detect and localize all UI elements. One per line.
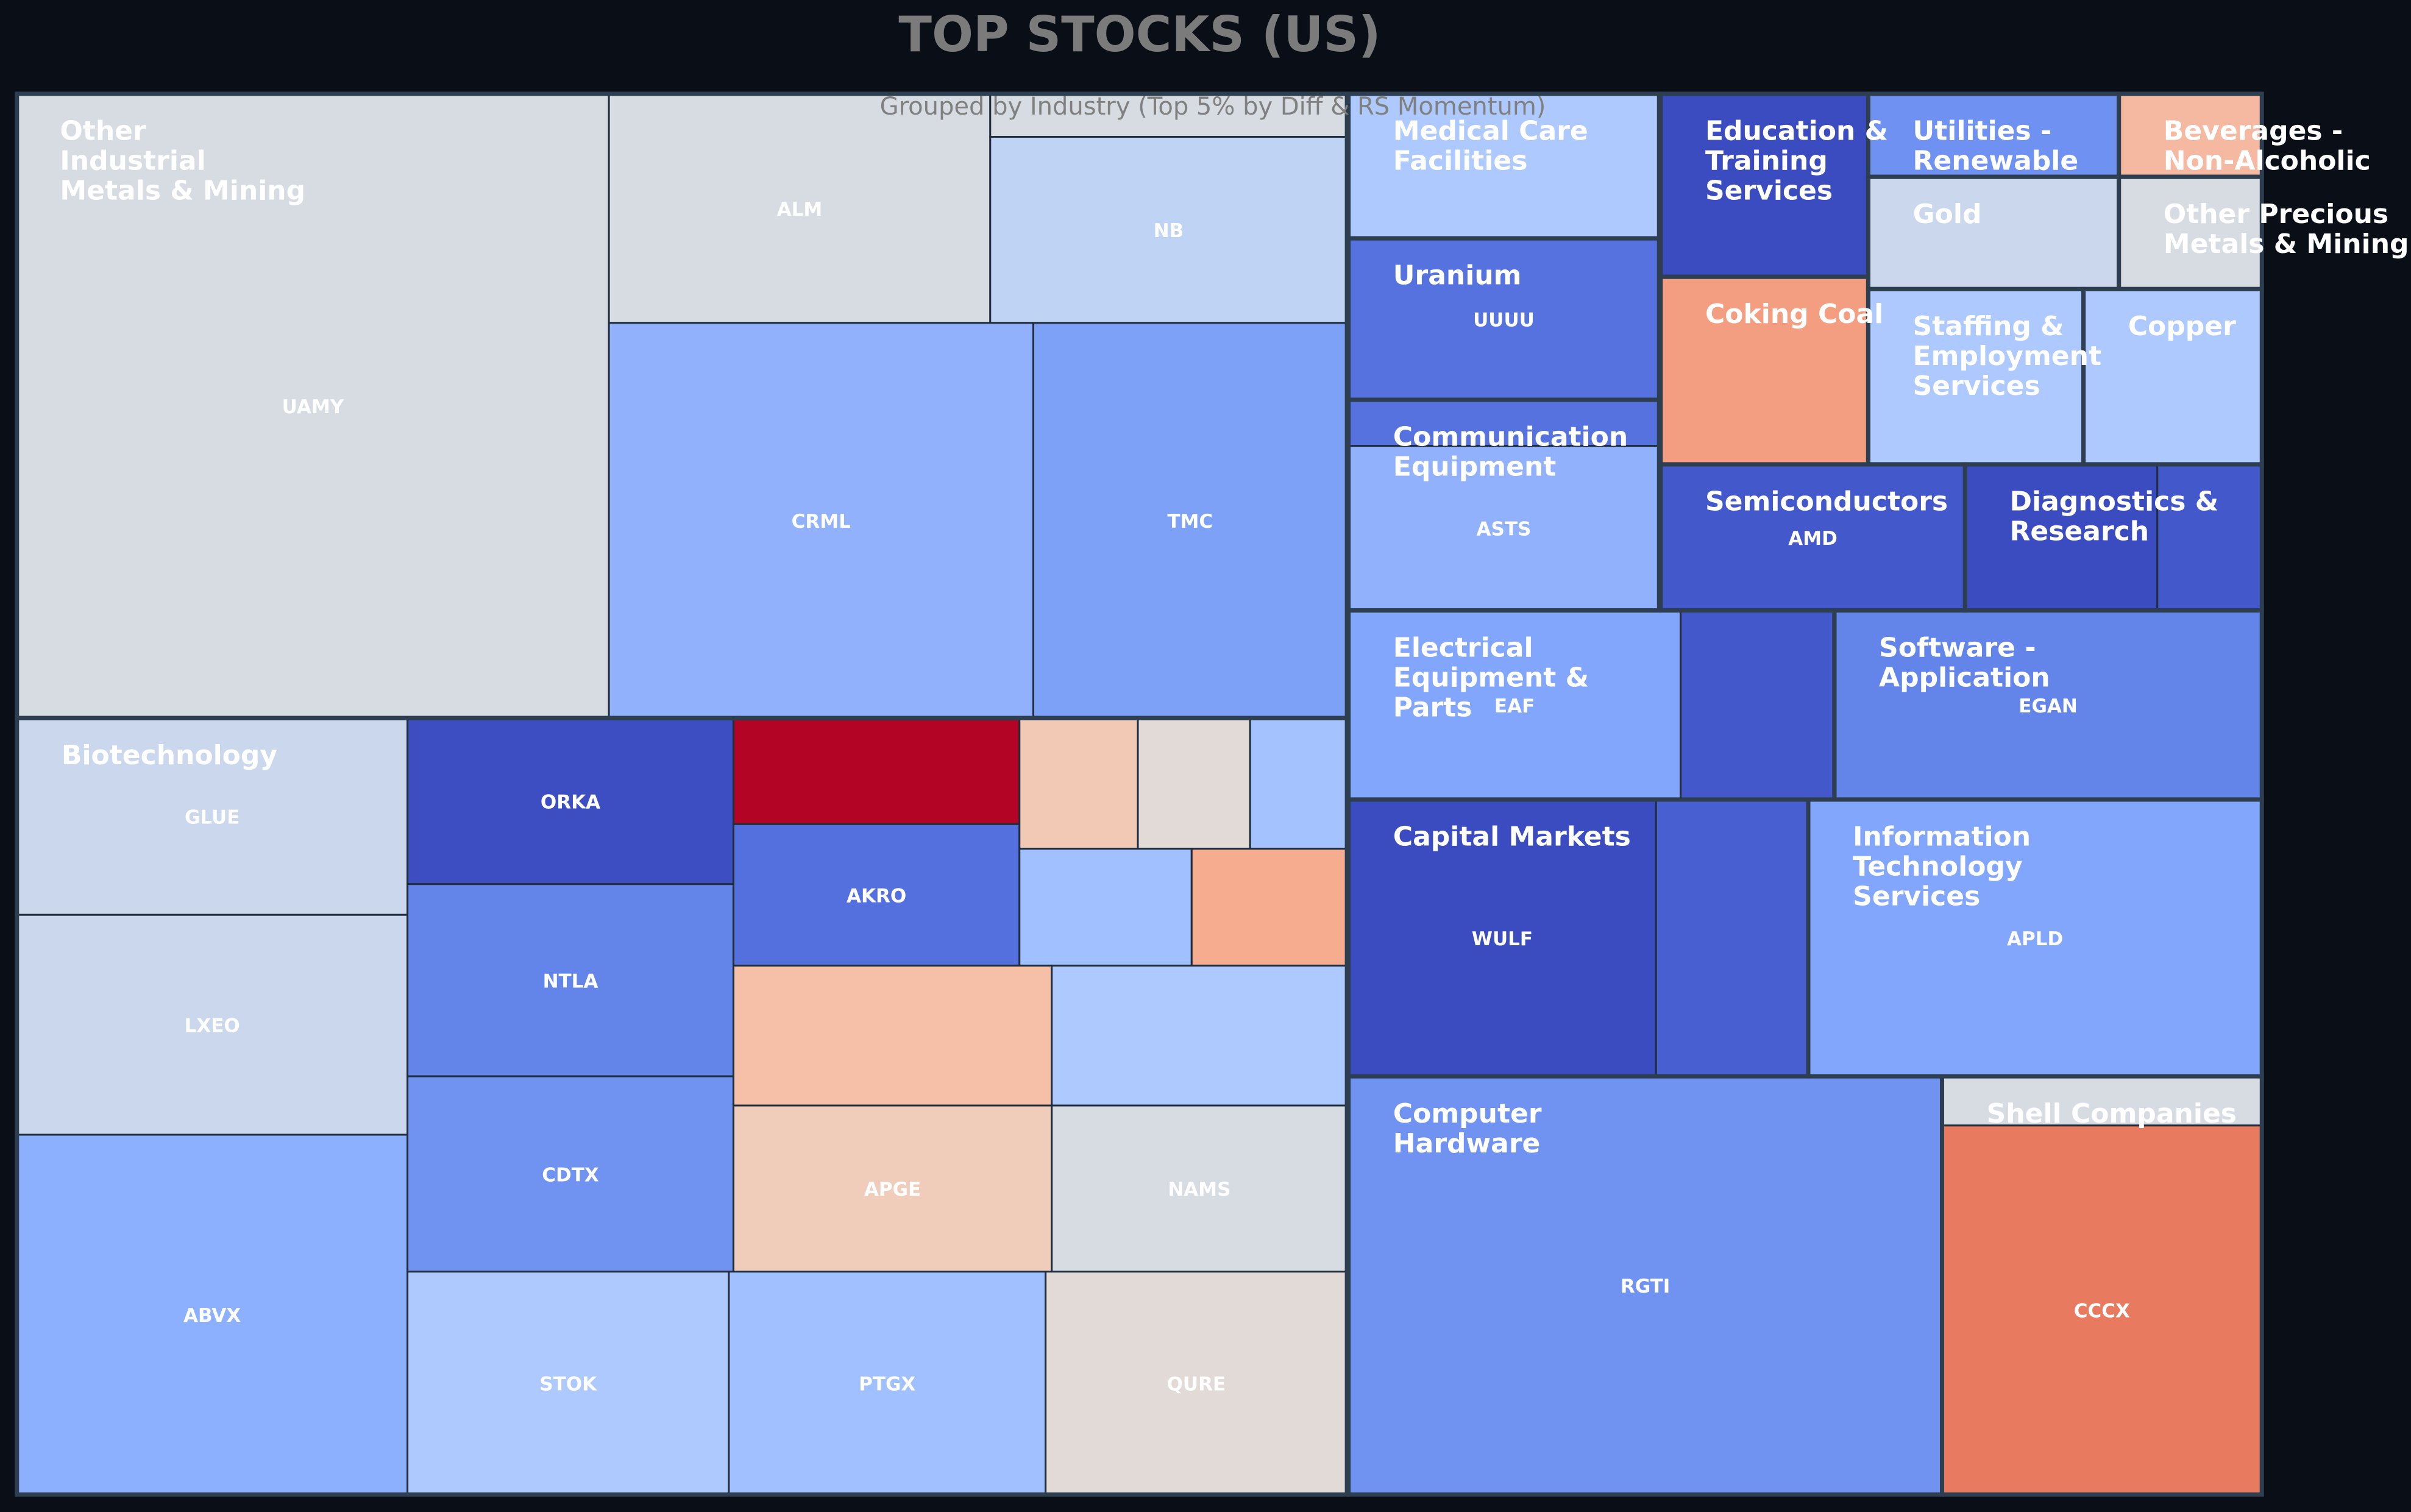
group-label-software-application: Software -Application [1879,632,2050,693]
ticker-label: NAMS [1168,1179,1230,1201]
ticker-label: WULF [1472,928,1533,950]
tile-copper-1[interactable] [2083,288,2263,466]
tile-biotechnology-17[interactable] [1051,964,1348,1107]
group-label-gold: Gold [1913,199,1982,230]
tile-akro[interactable] [732,823,1021,967]
group-label-computer-hardware: Computer Hardware [1393,1098,1542,1159]
tile-biotechnology-12[interactable] [1137,717,1251,850]
tile-biotechnology-15[interactable] [1190,848,1348,967]
tile-rgti[interactable] [1348,1075,1943,1496]
group-border-layer [15,91,2264,1497]
tile-capital-markets-2[interactable] [1655,798,1809,1077]
group-label-semiconductors: Semiconductors [1705,486,1948,517]
tile-diagnostics-and-research-1[interactable] [1964,463,2159,612]
ticker-label: AMD [1788,528,1838,550]
ticker-label: EGAN [2019,695,2078,717]
group-label-uranium: Uranium [1393,260,1522,291]
tile-stok[interactable] [407,1270,730,1496]
tile-cccx[interactable] [1941,1124,2263,1496]
group-label-utilities-renewable: Utilities -Renewable [1913,116,2079,177]
chart-title: TOP STOCKS (US) [898,6,1381,63]
ticker-label: UAMY [282,396,344,418]
group-label-other-industrial-metals-and-mining: Other Industrial Metals & Mining [60,116,305,207]
tile-biotechnology-9[interactable] [732,717,1021,825]
ticker-label: STOK [539,1373,597,1395]
ticker-label: UUUU [1473,310,1535,332]
tile-cdtx[interactable] [407,1075,734,1272]
group-label-copper: Copper [2128,311,2236,342]
group-label-capital-markets: Capital Markets [1393,822,1631,853]
ticker-label: ASTS [1477,519,1532,541]
ticker-label: AKRO [847,885,906,907]
tile-other-industrial-metals-and-mining-3[interactable] [989,93,1348,138]
tile-gold-1[interactable] [1867,176,2120,290]
tile-lxeo[interactable] [16,914,409,1136]
group-label-medical-care-facilities: Medical Care Facilities [1393,116,1588,177]
ticker-label: GLUE [185,807,240,829]
ticker-label: NB [1154,220,1184,242]
ticker-label: CRML [792,511,851,533]
ticker-label: LXEO [185,1015,240,1037]
ticker-label: APLD [2007,928,2063,950]
tile-biotechnology-11[interactable] [1018,717,1139,850]
ticker-label: EAF [1494,695,1535,717]
group-label-communication-equipment: Communication Equipment [1393,422,1628,483]
tile-layer: UAMY ALM NB CRML TMC GLUE LXEO ABVX ORKA NTLA CDTX… [16,93,2263,1496]
group-label-other-precious-metals-and-mining: Other Precious Metals & Mining [2164,199,2409,260]
tile-nams[interactable] [1051,1104,1348,1272]
group-label-shell-companies: Shell Companies [1987,1098,2237,1129]
tile-coking-coal-1[interactable] [1660,275,1869,466]
ticker-label: QURE [1167,1373,1226,1395]
tile-uuuu[interactable] [1348,237,1660,401]
tile-egan[interactable] [1833,609,2263,801]
tile-orka[interactable] [407,717,734,886]
group-label-biotechnology: Biotechnology [62,740,277,771]
ticker-label: PTGX [859,1373,915,1395]
ticker-label: ORKA [541,791,600,813]
tile-electrical-equipment-and-parts-2[interactable] [1680,609,1836,801]
group-label-electrical-equipment-and-parts: Electrical Equipment & Parts [1393,632,1589,723]
tile-wulf[interactable] [1348,798,1657,1077]
ticker-label: RGTI [1621,1276,1670,1297]
tile-eaf[interactable] [1348,609,1682,801]
tile-biotechnology-14[interactable] [1018,848,1193,967]
ticker-label: TMC [1167,511,1213,533]
tile-medical-care-facilities-1[interactable] [1348,93,1660,240]
tile-apge[interactable] [732,1104,1053,1272]
tile-biotechnology-16[interactable] [732,964,1053,1107]
group-label-education-and-training-services: Education & Training Services [1705,116,1888,207]
tile-education-and-training-services-1[interactable] [1660,93,1869,278]
ticker-label: CCCX [2074,1301,2130,1322]
group-label-diagnostics-and-research: Diagnostics & Research [2010,486,2219,547]
ticker-label: NTLA [543,970,598,992]
tile-biotechnology-13[interactable] [1249,717,1348,850]
chart-subtitle: Grouped by Industry (Top 5% by Diff & RS… [879,93,1546,121]
tile-shell-companies-1[interactable] [1941,1075,2263,1127]
ticker-label: APGE [864,1179,921,1201]
tile-nb[interactable] [989,136,1348,324]
ticker-label: ABVX [183,1305,241,1327]
group-label-beverages-non-alcoholic: Beverages -Non-Alcoholic [2164,116,2371,177]
ticker-label: CDTX [542,1164,599,1186]
tile-glue[interactable] [16,717,409,916]
tile-beverages-non-alcoholic-1[interactable] [2118,93,2263,178]
group-label-layer: Other Industrial Metals & Mining Biotechnol… [60,116,2409,1159]
tile-tmc[interactable] [1032,322,1348,719]
tile-uamy[interactable] [16,93,610,719]
group-label-staffing-and-employment-services: Staffing & Employment Services [1913,311,2101,402]
group-shell-companies [1939,1074,2264,1497]
tile-asts[interactable] [1348,445,1660,612]
group-label-coking-coal: Coking Coal [1705,299,1883,330]
tile-ptgx[interactable] [728,1270,1047,1496]
ticker-label: ALM [777,199,823,221]
group-label-information-technology-services: Information Technology Services [1853,822,2031,912]
tile-qure[interactable] [1045,1270,1348,1496]
tile-abvx[interactable] [16,1134,409,1496]
